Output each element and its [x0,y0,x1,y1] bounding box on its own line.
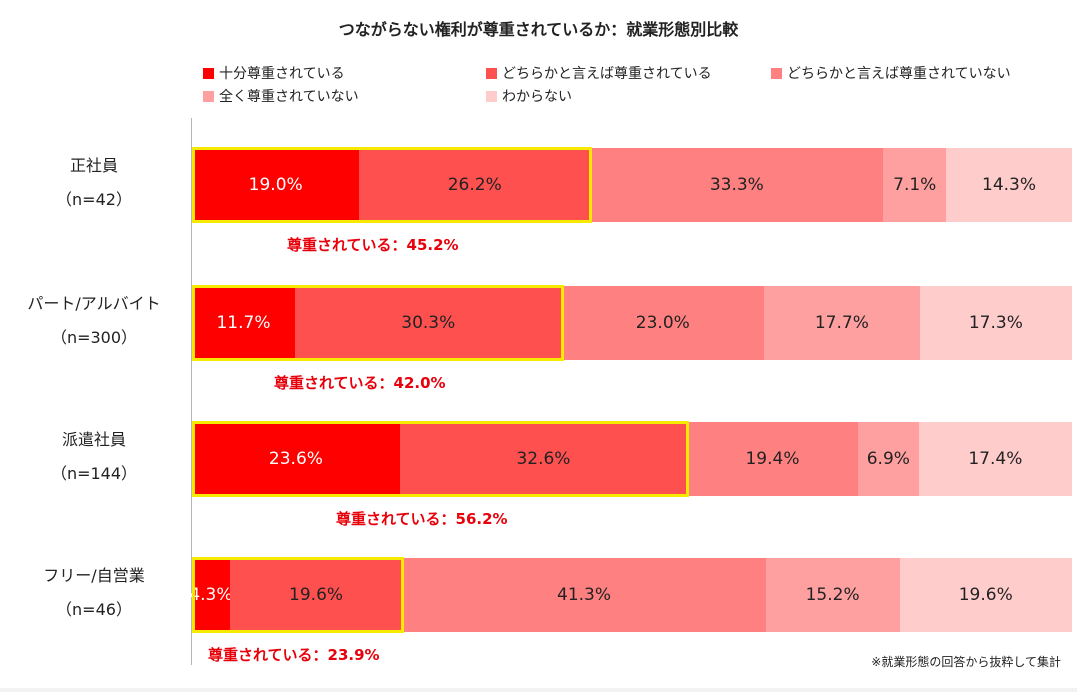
data-label: 19.0% [248,175,303,195]
bar-segment: 6.9% [857,422,919,496]
bar-segment: 4.3% [189,558,233,632]
category-label: 正社員 [69,156,118,175]
bottom-divider [0,688,1077,692]
category-label: 派遣社員 [61,430,126,449]
bar-segment: 14.3% [946,148,1072,222]
category-n-label: （n=42） [56,190,132,209]
bar-segment: 19.6% [899,558,1072,632]
data-label: 17.7% [814,313,869,333]
data-label: 15.2% [805,585,860,605]
data-label: 32.6% [516,449,571,469]
legend-item: どちらかと言えば尊重されていない [771,63,1011,83]
legend-item: 十分尊重されている [203,63,345,83]
bar-segment: 17.4% [918,422,1072,496]
data-label: 19.4% [745,449,800,469]
summary-annotation: 尊重されている：42.0% [274,374,446,392]
legend-item: 全く尊重されていない [203,86,359,106]
legend-item: わからない [486,86,572,106]
data-label: 19.6% [289,585,344,605]
data-label: 41.3% [557,585,612,605]
summary-annotation: 尊重されている：23.9% [208,646,380,664]
category-n-label: （n=144） [50,464,138,483]
legend-label: どちらかと言えば尊重されている [502,66,712,82]
category-label: パート/アルバイト [27,294,161,313]
footnote: ※就業形態の回答から抜粋して集計 [871,655,1061,669]
bar-segment: 19.6% [229,558,403,632]
legend-swatch [771,68,782,79]
bar-segment: 15.2% [765,558,900,632]
bar-segment: 17.7% [764,286,920,360]
bar-segment: 41.3% [402,558,766,632]
data-label: 19.6% [958,585,1013,605]
data-label: 6.9% [866,449,910,469]
bar-segment: 7.1% [883,148,947,222]
legend-swatch [486,91,497,102]
summary-annotation: 尊重されている：56.2% [336,510,508,528]
data-label: 23.0% [635,313,690,333]
legend-swatch [486,68,497,79]
bar-segment: 32.6% [399,422,688,496]
chart-title: つながらない権利が尊重されているか：就業形態別比較 [338,20,739,39]
bar-segment: 19.4% [687,422,858,496]
data-label: 33.3% [709,175,764,195]
data-label: 26.2% [447,175,502,195]
data-label: 17.4% [968,449,1023,469]
bar-segment: 23.6% [192,422,400,496]
bar-segment: 19.0% [192,148,360,222]
bar-segment: 33.3% [590,148,884,222]
data-label: 4.3% [189,585,233,605]
bar-segment: 11.7% [192,286,295,360]
legend-swatch [203,68,214,79]
legend-label: どちらかと言えば尊重されていない [787,66,1011,82]
data-label: 7.1% [893,175,937,195]
legend-item: どちらかと言えば尊重されている [486,63,712,83]
data-label: 14.3% [982,175,1037,195]
legend-label: 全く尊重されていない [219,89,359,105]
category-n-label: （n=300） [50,328,138,347]
category-axis-line [191,118,192,665]
bar-segment: 26.2% [359,148,591,222]
summary-annotation: 尊重されている：45.2% [287,236,459,254]
category-n-label: （n=46） [56,600,132,619]
data-label: 23.6% [268,449,323,469]
legend-label: 十分尊重されている [219,66,345,82]
bar-segment: 17.3% [919,286,1072,360]
bar-segment: 23.0% [561,286,764,360]
legend-label: わからない [502,89,572,105]
data-label: 30.3% [401,313,456,333]
data-label: 11.7% [216,313,271,333]
bar-segment: 30.3% [294,286,562,360]
category-label: フリー/自営業 [43,566,145,585]
legend-swatch [203,91,214,102]
data-label: 17.3% [968,313,1023,333]
